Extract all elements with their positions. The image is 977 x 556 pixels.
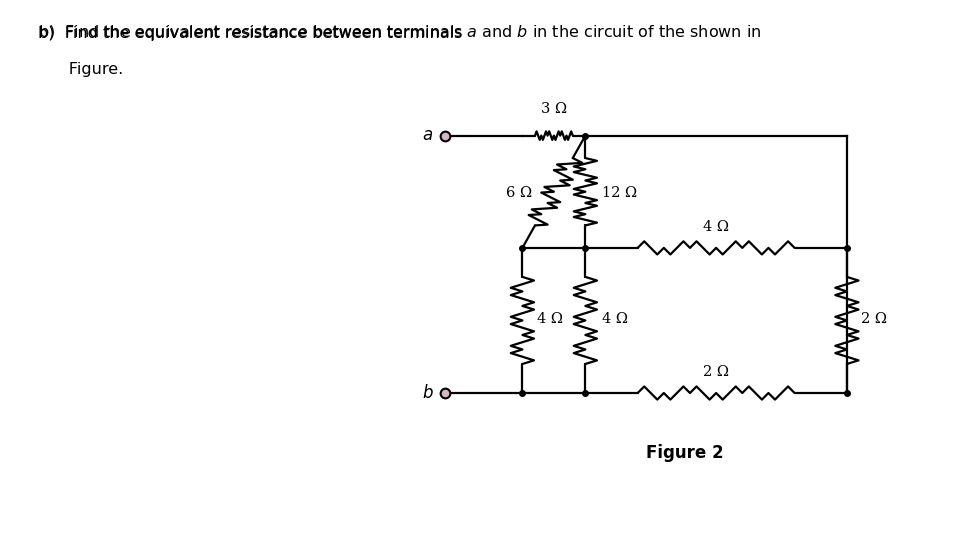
Text: 2 Ω: 2 Ω: [862, 312, 887, 326]
Text: 3 Ω: 3 Ω: [541, 102, 568, 116]
Text: 12 Ω: 12 Ω: [602, 186, 637, 200]
Text: b)  Find the equivalent resistance between terminals: b) Find the equivalent resistance betwee…: [38, 26, 468, 41]
Text: 6 Ω: 6 Ω: [506, 186, 532, 200]
Text: 4 Ω: 4 Ω: [537, 312, 563, 326]
Text: 4 Ω: 4 Ω: [703, 220, 729, 234]
Text: Figure.: Figure.: [38, 62, 123, 77]
Text: $a$: $a$: [422, 127, 433, 144]
Text: 4 Ω: 4 Ω: [602, 312, 628, 326]
Text: 2 Ω: 2 Ω: [703, 365, 729, 379]
Text: b)  Find the equivalent resistance between terminals $a$ and $b$ in the circuit : b) Find the equivalent resistance betwee…: [38, 23, 762, 42]
Text: Figure 2: Figure 2: [646, 444, 723, 462]
Text: $b$: $b$: [421, 384, 433, 402]
